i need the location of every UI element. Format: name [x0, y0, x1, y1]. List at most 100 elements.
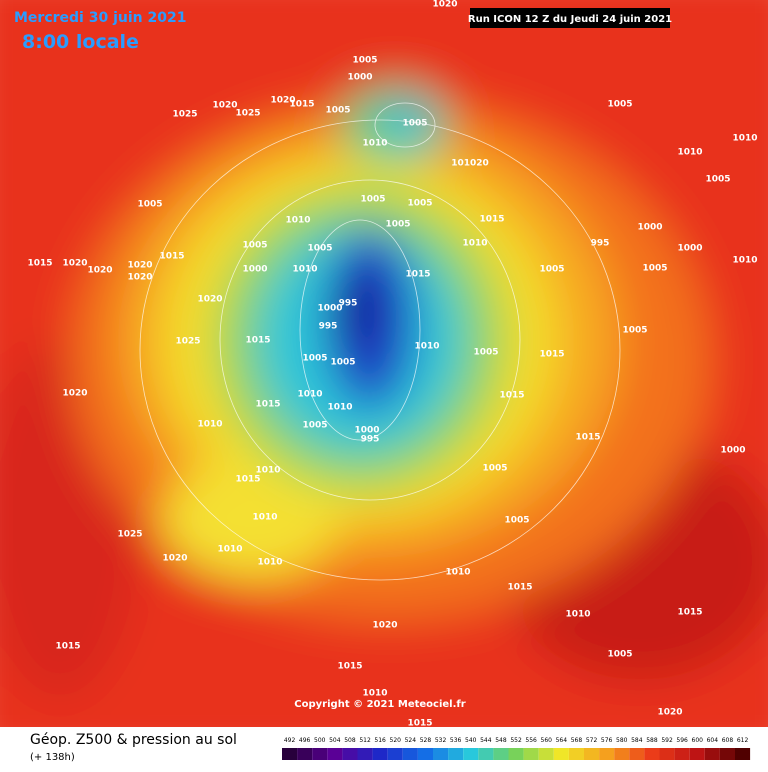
isobar-label: 1020: [62, 259, 87, 269]
scale-label: 596: [676, 737, 688, 744]
time: 8:00 locale: [22, 31, 139, 53]
footer-title: Géop. Z500 & pression au sol: [30, 732, 237, 748]
isobar-label: 1005: [137, 200, 162, 210]
scale-swatch: [357, 748, 373, 760]
scale-swatch: [584, 748, 600, 760]
scale-swatch: [433, 748, 449, 760]
scale-label: 580: [616, 737, 628, 744]
isobar-label: 1005: [407, 199, 432, 209]
isobar-label: 1015: [289, 100, 314, 110]
scale-swatch: [538, 748, 554, 760]
isobar-label: 995: [339, 299, 358, 309]
isobar-label: 1010: [197, 420, 222, 430]
scale-label: 520: [390, 737, 402, 744]
isobar-label: 1015: [575, 433, 600, 443]
footer-bar: [0, 727, 768, 768]
isobar-label: 995: [591, 239, 610, 249]
isobar-label: 1015: [499, 391, 524, 401]
isobar-label: 1005: [482, 464, 507, 474]
scale-swatch: [327, 748, 343, 760]
scale-label: 500: [314, 737, 326, 744]
scale-label: 528: [420, 737, 432, 744]
scale-swatch: [478, 748, 494, 760]
scale-label: 536: [450, 737, 462, 744]
isobar-label: 1015: [677, 608, 702, 618]
isobar-label: 1005: [307, 244, 332, 254]
scale-label: 544: [480, 737, 492, 744]
scale-swatch: [493, 748, 509, 760]
scale-swatch: [704, 748, 720, 760]
isobar-label: 1020: [162, 554, 187, 564]
isobar-label: 1015: [55, 642, 80, 652]
isobar-label: 1015: [405, 270, 430, 280]
isobar-label: 1020: [372, 621, 397, 631]
scale-label: 516: [374, 737, 386, 744]
isobar-label: 1010: [677, 148, 702, 158]
isobar-label: 1005: [607, 650, 632, 660]
isobar-label: 1010: [732, 256, 757, 266]
isobar-label: 1010: [297, 390, 322, 400]
isobar-label: 1005: [302, 354, 327, 364]
isobar-label: 1025: [172, 110, 197, 120]
scale-swatch: [644, 748, 660, 760]
scale-label: 592: [661, 737, 673, 744]
isobar-label: 1015: [255, 400, 280, 410]
scale-label: 504: [329, 737, 341, 744]
scale-swatch: [402, 748, 418, 760]
isobar-label: 1015: [159, 252, 184, 262]
scale-swatch: [508, 748, 524, 760]
scale-swatch: [735, 748, 751, 760]
isobar-labels: 1020 1000 1005 1005 1005 1010 1020 1015 1020 1025…: [27, 0, 757, 729]
isobar-label: 1020: [197, 295, 222, 305]
isobar-label: 1010: [414, 342, 439, 352]
isobar-label: 995: [361, 435, 380, 445]
scale-swatch: [523, 748, 539, 760]
isobar-label: 1000: [354, 426, 379, 436]
scale-label: 588: [646, 737, 658, 744]
isobar-label: 1010: [362, 689, 387, 699]
isobar-label: 995: [319, 322, 338, 332]
isobar-label: 1005: [385, 220, 410, 230]
scale-label: 568: [571, 737, 583, 744]
scale-label: 496: [299, 737, 311, 744]
isobar-label: 1020: [127, 261, 152, 271]
isobar-label: 1015: [337, 662, 362, 672]
isobar-label: 1005: [402, 119, 427, 129]
color-scale: 492 496 500 504 508 512 516 520 524 528 532 536 540 5…: [282, 737, 751, 760]
isobars: [139, 102, 621, 581]
scale-label: 584: [631, 737, 643, 744]
isobar-label: 1010: [252, 513, 277, 523]
scale-label: 600: [692, 737, 704, 744]
scale-label: 548: [495, 737, 507, 744]
scale-swatch: [282, 748, 298, 760]
isobar-label: 1025: [117, 530, 142, 540]
isobar-label: 1025: [175, 337, 200, 347]
isobar-label: 1015: [245, 336, 270, 346]
scale-label: 576: [601, 737, 613, 744]
isobar-label: 1005: [607, 100, 632, 110]
scale-label: 556: [525, 737, 537, 744]
isobar-label: 1015: [507, 583, 532, 593]
isobar-label: 1005: [705, 175, 730, 185]
scale-swatch: [674, 748, 690, 760]
scale-swatch: [417, 748, 433, 760]
scale-label: 572: [586, 737, 598, 744]
scale-label: 524: [405, 737, 417, 744]
scale-swatch: [614, 748, 630, 760]
isobar-label: 1015: [539, 350, 564, 360]
isobar-label: 1010: [292, 265, 317, 275]
isobar-label: 1010: [362, 139, 387, 149]
isobar-label: 1000: [347, 73, 372, 83]
scale-label: 540: [465, 737, 477, 744]
isobar-label: 1010: [565, 610, 590, 620]
isobar-label: 1005: [642, 264, 667, 274]
scale-swatch: [448, 748, 464, 760]
isobar-label: 1000: [677, 244, 702, 254]
isobar-label: 1005: [360, 195, 385, 205]
scale-swatch: [719, 748, 735, 760]
isobar-label: 1015: [27, 259, 52, 269]
scale-swatch: [342, 748, 358, 760]
isobar-label: 1010: [462, 239, 487, 249]
